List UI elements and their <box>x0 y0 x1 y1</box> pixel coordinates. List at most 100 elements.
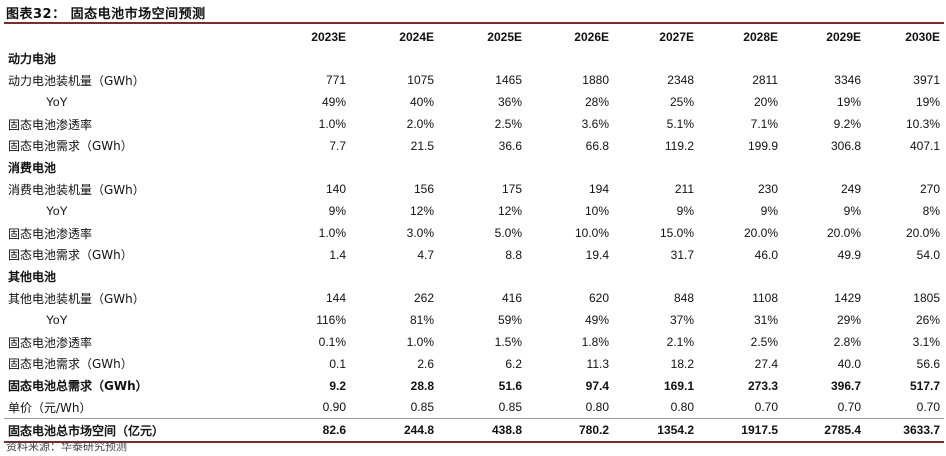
table-cell: 3633.7 <box>865 418 944 444</box>
table-cell: 7.1% <box>750 117 778 132</box>
table-cell: 82.6 <box>184 418 350 444</box>
table-cell: 1805 <box>913 291 940 306</box>
table-cell <box>613 266 698 288</box>
table-cell: 169.1 <box>663 378 694 393</box>
column-header: 2030E <box>905 29 940 44</box>
table-cell: 18.2 <box>670 356 694 371</box>
table-cell: 3.1% <box>912 335 940 350</box>
table-cell: 1465 <box>495 73 522 88</box>
section-row: 动力电池 <box>4 48 944 70</box>
table-cell <box>184 266 350 288</box>
table-cell: 31% <box>753 313 778 328</box>
section-row: 消费电池 <box>4 157 944 179</box>
row-label: YoY <box>46 204 68 219</box>
table-row: 固态电池需求（GWh） 7.7 21.5 36.6 66.8 119.2 199.9 306.… <box>4 135 944 157</box>
row-label: 固态电池需求（GWh） <box>8 357 133 372</box>
table-cell: 140 <box>325 182 346 197</box>
column-header: 2027E <box>659 29 694 44</box>
table-cell: 119.2 <box>664 138 694 153</box>
table-cell: 27.4 <box>754 356 778 371</box>
table-cell <box>782 266 865 288</box>
table-cell: 0.85 <box>410 400 434 415</box>
table-cell: 6.2 <box>505 356 522 371</box>
table-cell: 306.8 <box>830 138 861 153</box>
table-cell: 1429 <box>834 291 861 306</box>
table-row: 固态电池需求（GWh） 1.4 4.7 8.8 19.4 31.7 46.0 49.9 54.0 <box>4 244 944 266</box>
table-cell <box>698 48 782 70</box>
table-cell <box>526 48 613 70</box>
table-cell: 8.8 <box>505 247 522 262</box>
row-label: 固态电池总市场空间（亿元） <box>4 418 184 444</box>
table-cell: 2811 <box>752 73 778 88</box>
table-cell: 2.0% <box>406 117 434 132</box>
table-cell: 25% <box>669 95 694 110</box>
table-cell: 7.7 <box>329 138 346 153</box>
table-cell: 10.0% <box>574 226 609 241</box>
table-cell: 36.6 <box>498 138 522 153</box>
table-cell: 0.70 <box>837 400 861 415</box>
table-cell: 2.5% <box>750 335 778 350</box>
table-cell: 0.90 <box>322 400 346 415</box>
table-cell: 40% <box>409 95 434 110</box>
table-cell: 9% <box>676 204 694 219</box>
table-row: YoY 9% 12% 12% 10% 9% 9% 9% 8% <box>4 200 944 222</box>
table-row: 固态电池渗透率 1.0% 2.0% 2.5% 3.6% 5.1% 7.1% 9.2% 10.3% <box>4 113 944 135</box>
table-cell: 3.6% <box>581 117 609 132</box>
table-cell: 0.85 <box>498 400 522 415</box>
table-row: 消费电池装机量（GWh） 140 156 175 194 211 230 249 270 <box>4 179 944 201</box>
table-cell <box>526 266 613 288</box>
table-cell: 0.70 <box>916 400 940 415</box>
column-header: 2025E <box>487 29 522 44</box>
table-cell: 416 <box>501 291 522 306</box>
table-cell: 1.8% <box>581 335 609 350</box>
table-cell <box>350 266 438 288</box>
table-row: 动力电池装机量（GWh） 771 1075 1465 1880 2348 2811 3346 3… <box>4 70 944 92</box>
table-cell: 12% <box>409 204 434 219</box>
table-cell: 40.0 <box>837 356 861 371</box>
table-cell: 1.4 <box>329 247 346 262</box>
row-label: 固态电池渗透率 <box>8 117 93 132</box>
total-row: 固态电池总市场空间（亿元） 82.6 244.8 438.8 780.2 1354.2 19… <box>4 418 944 444</box>
column-header: 2023E <box>311 29 346 44</box>
table-cell: 1108 <box>752 291 778 306</box>
row-label: 其他电池 <box>8 270 57 285</box>
table-cell: 11.3 <box>586 356 609 371</box>
table-cell: 20.0% <box>905 226 940 241</box>
table-cell: 31.7 <box>670 247 694 262</box>
table-cell: 46.0 <box>754 247 778 262</box>
market-forecast-table: 2023E 2024E 2025E 2026E 2027E 2028E 2029E 2030E… <box>4 26 944 444</box>
table-cell: 36% <box>497 95 522 110</box>
table-cell <box>350 48 438 70</box>
table-cell: 19% <box>836 95 861 110</box>
table-cell: 3.0% <box>406 226 434 241</box>
table-row: YoY 49% 40% 36% 28% 25% 20% 19% 19% <box>4 91 944 113</box>
table-cell: 81% <box>409 313 434 328</box>
table-cell: 97.4 <box>585 378 609 393</box>
table-cell <box>613 48 698 70</box>
column-header: 2024E <box>399 29 434 44</box>
table-row: 单价（元/Wh） 0.90 0.85 0.85 0.80 0.80 0.70 0.70 0.70 <box>4 397 944 419</box>
table-cell: 37% <box>669 313 694 328</box>
table-cell <box>782 48 865 70</box>
table-cell <box>438 266 526 288</box>
table-cell: 262 <box>413 291 434 306</box>
table-cell: 230 <box>757 182 778 197</box>
table-cell: 3346 <box>834 73 861 88</box>
table-cell: 9% <box>760 204 778 219</box>
row-label: 动力电池装机量（GWh） <box>8 73 145 88</box>
table-cell: 49% <box>584 313 609 328</box>
row-label: 其他电池装机量（GWh） <box>8 291 145 306</box>
table-cell: 407.1 <box>909 138 940 153</box>
table-cell: 3971 <box>913 73 940 88</box>
source-note: 资料来源：华泰研究预测 <box>6 440 127 453</box>
table-cell: 1.0% <box>318 117 346 132</box>
table-cell: 156 <box>413 182 434 197</box>
table-cell: 28.8 <box>410 378 434 393</box>
table-cell: 5.1% <box>666 117 694 132</box>
table-cell: 273.3 <box>747 378 778 393</box>
table-cell: 1.0% <box>406 335 434 350</box>
row-label: 单价（元/Wh） <box>8 400 92 415</box>
row-label: 固态电池渗透率 <box>8 226 93 241</box>
table-row: 固态电池需求（GWh） 0.1 2.6 6.2 11.3 18.2 27.4 40.0 56.6 <box>4 353 944 375</box>
corner-cell <box>4 26 184 48</box>
